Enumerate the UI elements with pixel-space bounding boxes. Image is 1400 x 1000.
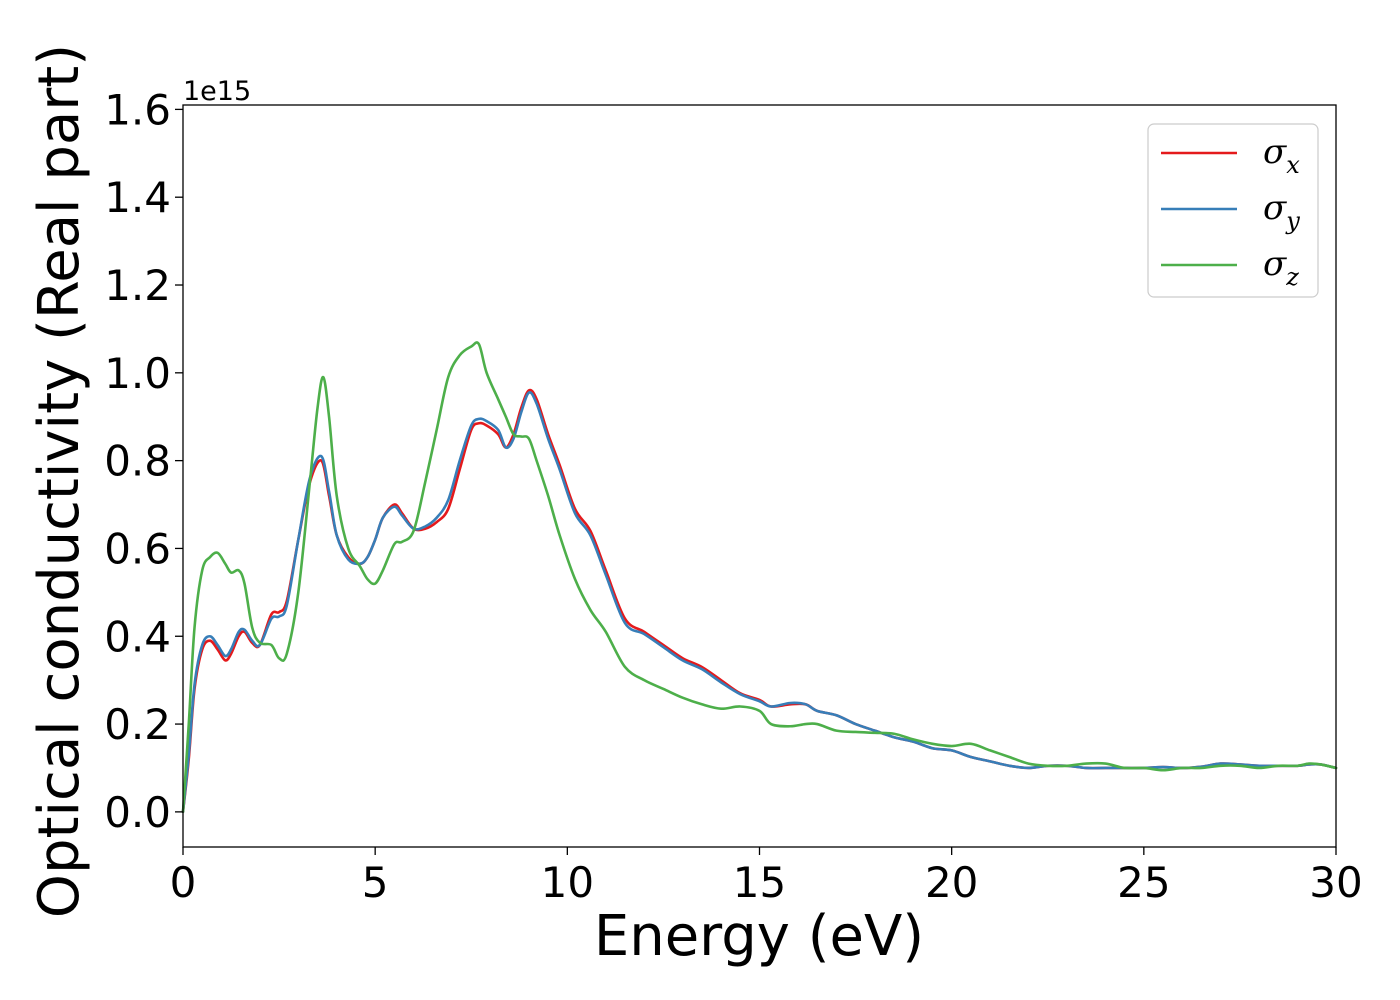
y-tick-label: 1.4 — [104, 173, 171, 222]
y-tick-label: 0.0 — [104, 788, 171, 837]
x-tick-label: 30 — [1309, 858, 1362, 907]
x-tick-label: 20 — [925, 858, 978, 907]
legend-label-x: σx — [1263, 132, 1300, 179]
x-tick-label: 5 — [362, 858, 389, 907]
y-tick-label: 0.8 — [104, 437, 171, 486]
x-axis-ticks: 0 5 10 15 20 25 30 — [170, 847, 1363, 907]
legend-box — [1147, 123, 1319, 298]
y-tick-label: 1.2 — [104, 261, 171, 310]
x-tick-label: 0 — [170, 858, 197, 907]
series-layer — [181, 341, 1338, 814]
y-offset-label: 1e15 — [183, 76, 251, 107]
y-tick-label: 0.4 — [104, 612, 171, 661]
y-tick-label: 0.6 — [104, 524, 171, 573]
y-tick-label: 0.2 — [104, 700, 171, 749]
series-line-z — [181, 341, 1338, 814]
x-axis-title: Energy (eV) — [594, 904, 924, 969]
x-tick-label: 15 — [733, 858, 786, 907]
y-tick-label: 1.6 — [104, 85, 171, 134]
y-axis-title: Optical conductivity (Real part) — [27, 44, 92, 918]
series-line-y — [181, 391, 1338, 814]
y-axis-ticks: 0.0 0.2 0.4 0.6 0.8 1.0 1.2 1.4 1.6 — [104, 85, 183, 837]
legend-item-x: σx — [1161, 132, 1300, 179]
y-tick-label: 1.0 — [104, 349, 171, 398]
x-tick-label: 25 — [1117, 858, 1170, 907]
x-tick-label: 10 — [541, 858, 594, 907]
